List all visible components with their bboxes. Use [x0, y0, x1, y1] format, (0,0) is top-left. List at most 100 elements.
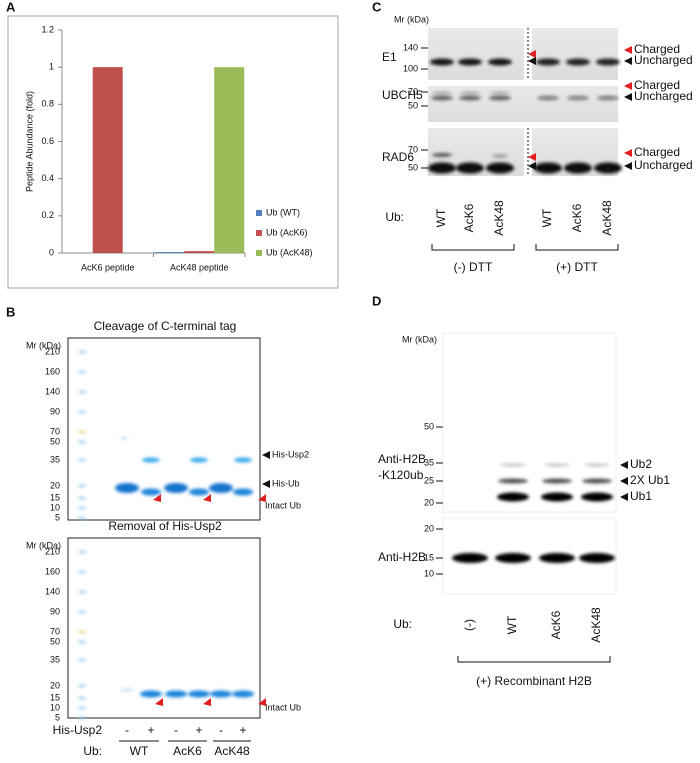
gel-band — [140, 690, 162, 698]
condition-label: (-) DTT — [454, 260, 493, 274]
bracket — [535, 244, 619, 251]
gel-band — [584, 463, 610, 467]
mr-label: Mr (kDa) — [394, 14, 429, 24]
gel-band — [77, 550, 87, 554]
mr-label: Mr (kDa) — [26, 340, 61, 350]
lane-label: AcK48 — [589, 607, 603, 643]
blot-name: -K120ub — [378, 468, 424, 482]
blot — [428, 86, 618, 122]
condition-label: (+) DTT — [556, 260, 598, 274]
legend-label: Ub (AcK6) — [266, 227, 308, 237]
row-label: Ub: — [385, 210, 404, 224]
legend-swatch — [256, 230, 262, 236]
x-tick-label: AcK48 peptide — [170, 262, 229, 272]
marker-label: 160 — [45, 366, 60, 376]
gel-band — [544, 463, 570, 467]
gel-band — [460, 91, 480, 95]
marker-label: 20 — [424, 497, 434, 507]
gel-band — [490, 91, 510, 95]
red-arrowhead — [153, 494, 161, 502]
red-arrowhead — [203, 494, 211, 502]
bar — [92, 67, 123, 254]
legend-label: Ub (AcK48) — [266, 247, 313, 257]
gel-band — [77, 496, 87, 500]
gel-band — [77, 430, 87, 434]
gel-band — [77, 706, 87, 710]
marker-label: 20 — [50, 680, 60, 690]
gel-band — [141, 488, 161, 496]
gel-band — [428, 162, 456, 174]
marker-label: 50 — [50, 636, 60, 646]
lane-sign: + — [239, 723, 246, 737]
charged-label: Charged — [634, 42, 680, 56]
arrowhead — [620, 493, 628, 501]
panel-label: D — [372, 293, 381, 308]
red-arrowhead — [258, 494, 266, 502]
gel-band — [120, 436, 128, 440]
group-label: AcK48 — [214, 744, 250, 758]
gel-band — [77, 350, 87, 354]
gel-band — [77, 458, 87, 462]
gel-band — [115, 483, 139, 493]
y-tick-label: 0.2 — [41, 210, 54, 220]
gel-band — [77, 630, 87, 634]
lane-label: (-) — [462, 619, 476, 631]
mr-label: Mr (kDa) — [26, 540, 61, 550]
gel-band — [582, 478, 612, 484]
legend-swatch — [256, 210, 262, 216]
gel-band — [234, 457, 252, 463]
gel-band — [77, 570, 87, 574]
row-label: Ub: — [83, 744, 102, 758]
gel-band — [77, 410, 87, 414]
lane-sign: - — [219, 723, 223, 737]
marker-label: 25 — [424, 475, 434, 485]
gel-band — [77, 716, 87, 720]
gel-band — [142, 457, 160, 463]
gel-band — [566, 58, 590, 66]
arrowhead — [262, 451, 270, 459]
gel-band — [430, 58, 454, 66]
gel-band — [458, 58, 482, 66]
blot-name: UBCH5 — [382, 88, 423, 102]
gel-band — [165, 690, 187, 698]
marker-label: 100 — [403, 63, 418, 73]
marker-label: 20 — [424, 523, 434, 533]
charged-label: Charged — [634, 145, 680, 159]
gel-band — [537, 95, 559, 101]
marker-label: 50 — [408, 162, 418, 172]
gel-band — [489, 95, 511, 101]
row-label: Ub: — [393, 617, 412, 631]
band-label: His-Ub — [272, 478, 300, 488]
marker-label: 35 — [424, 457, 434, 467]
gel-band — [500, 463, 526, 467]
gel-band — [232, 690, 254, 698]
condition-label: (+) Recombinant H2B — [476, 674, 592, 688]
marker-label: 50 — [408, 100, 418, 110]
gel-band — [541, 492, 573, 502]
gel-band — [190, 457, 208, 463]
red-arrowhead — [528, 153, 536, 161]
lane-sign: + — [195, 723, 202, 737]
marker-label: 20 — [50, 480, 60, 490]
marker-label: 70 — [50, 426, 60, 436]
gel-band — [567, 95, 589, 101]
bracket — [431, 244, 515, 251]
gel-band — [77, 658, 87, 662]
gel-band — [579, 553, 615, 563]
marker-label: 140 — [403, 42, 418, 52]
uncharged-label: Uncharged — [634, 158, 693, 172]
red-arrowhead — [624, 149, 632, 157]
bracket — [457, 656, 611, 663]
marker-label: 50 — [424, 421, 434, 431]
lane-sign: - — [174, 723, 178, 737]
panel-label: B — [6, 304, 15, 319]
gel-band — [564, 162, 592, 174]
lane-label: AcK6 — [462, 203, 476, 232]
marker-label: 50 — [50, 436, 60, 446]
gel-band — [498, 478, 528, 484]
gel-band — [432, 153, 452, 157]
marker-label: 10 — [424, 568, 434, 578]
x-tick-label: AcK6 peptide — [81, 262, 135, 272]
lane-label: WT — [540, 208, 554, 227]
